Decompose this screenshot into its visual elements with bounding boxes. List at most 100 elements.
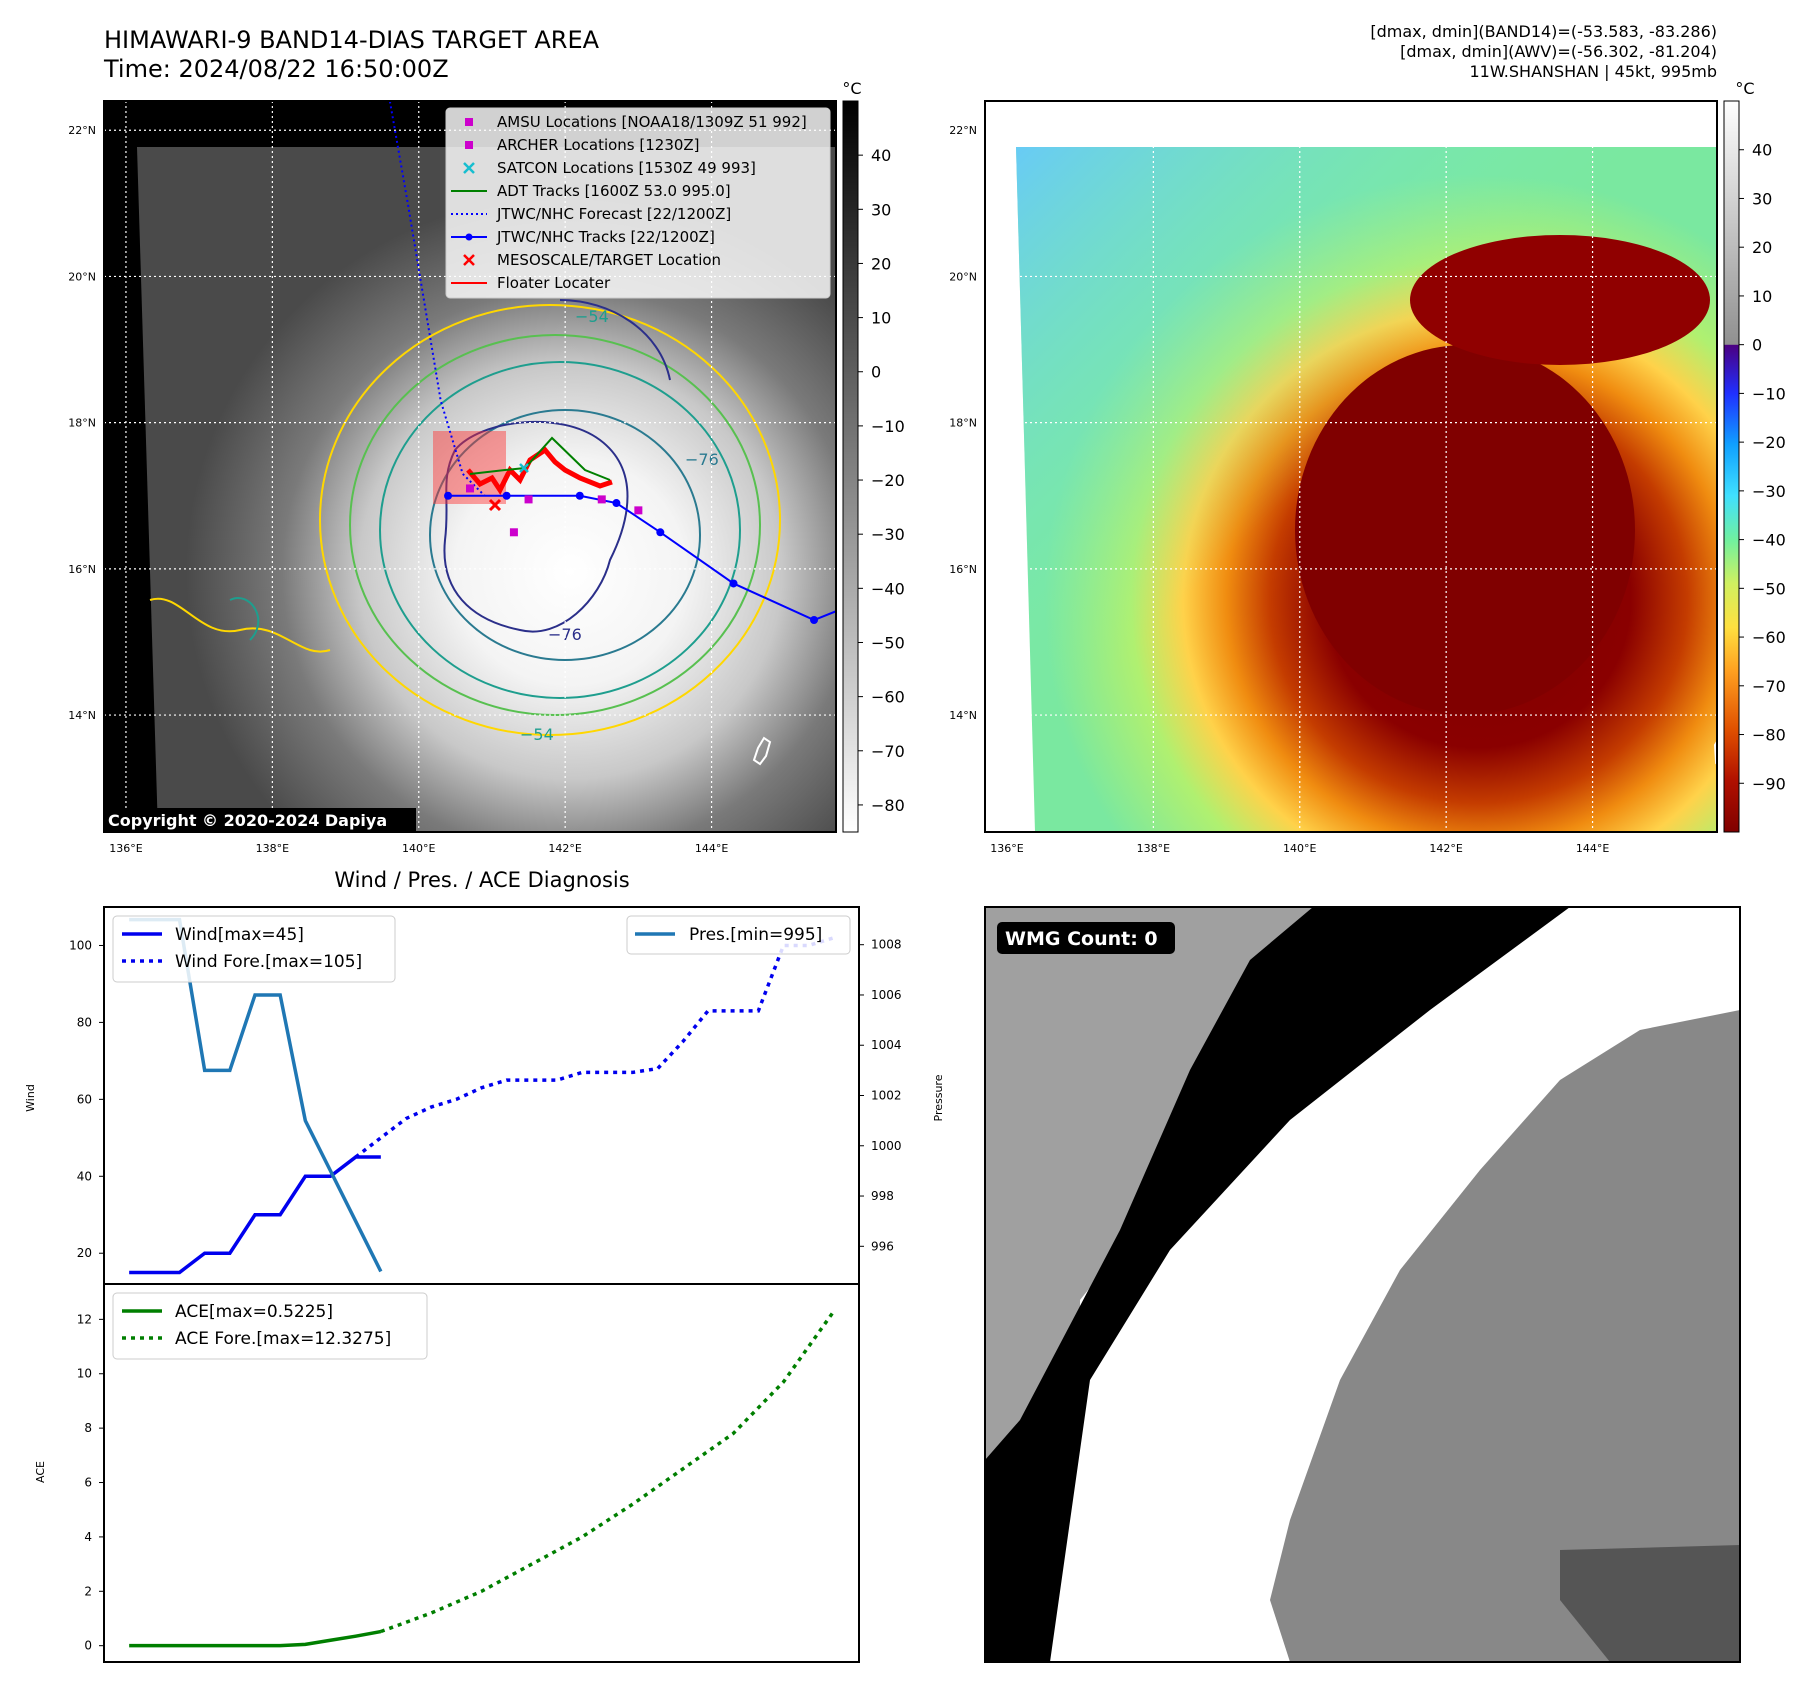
jtwc-forecast-track <box>388 101 486 497</box>
title-line-2: Time: 2024/08/22 16:50:00Z <box>104 55 449 83</box>
right-map-lon-labels: 136°E 138°E 140°E 142°E 144°E <box>990 842 1609 855</box>
legend-marker-square <box>465 118 473 126</box>
lon-tick-label: 142°E <box>1429 842 1462 855</box>
amsu-location-marker <box>524 495 533 504</box>
jtwc-track-point <box>502 491 511 500</box>
amsu-location-marker <box>509 528 518 537</box>
right-map-panel: 136°E 138°E 140°E 142°E 144°E 22°N 20°N 18°N 16… <box>949 100 1718 855</box>
wind-pressure-panel: Wind Pressure 20 40 60 80 100 996 998 1000 1002… <box>24 906 945 1285</box>
cold-cloud-core <box>1295 345 1635 715</box>
legend-entry-label: ARCHER Locations [1230Z] <box>497 136 700 154</box>
left-colorbar-ticks: 40 30 20 10 0 −10 −20 −30 −40 −50 −60 −70 −80 <box>858 146 905 815</box>
colorbar-tick-label: 10 <box>1752 287 1772 306</box>
colorbar-tick-label: −80 <box>1752 726 1786 745</box>
lon-tick-label: 140°E <box>402 842 435 855</box>
right-colorbar-scale <box>1723 100 1740 833</box>
y-tick-label: 0 <box>84 1639 92 1653</box>
y-tick-label: 40 <box>77 1169 92 1183</box>
floater-locater-track <box>466 446 613 495</box>
lon-tick-label: 136°E <box>109 842 142 855</box>
wind-legend: Wind[max=45] Wind Fore.[max=105] <box>112 915 396 983</box>
left-map-lon-labels: 136°E 138°E 140°E 142°E 144°E <box>109 842 728 855</box>
left-map-panel: −54 −76 −54 −76 Copyright © 2020-2024 Da… <box>68 100 837 855</box>
colorbar-tick-label: −80 <box>871 796 905 815</box>
colorbar-tick-label: −50 <box>1752 579 1786 598</box>
storm-info: [dmax, dmin](BAND14)=(-53.583, -83.286) … <box>1370 22 1717 82</box>
legend-marker-square <box>465 141 473 149</box>
right-map-lat-labels: 22°N 20°N 18°N 16°N 14°N <box>949 124 977 722</box>
colorbar-tick-label: −40 <box>1752 531 1786 550</box>
wmg-black-band <box>985 907 1570 1662</box>
lat-tick-label: 20°N <box>68 270 96 283</box>
contour-yellow-west <box>149 597 331 653</box>
contour-label-4: −76 <box>548 625 582 644</box>
legend-marker-x <box>463 254 475 266</box>
left-map-legend: AMSU Locations [NOAA18/1309Z 51 992] ARCH… <box>445 107 831 299</box>
right-colorbar-unit: °C <box>1735 79 1754 98</box>
lat-tick-label: 18°N <box>68 417 96 430</box>
wind-forecast-legend-label: Wind Fore.[max=105] <box>175 952 362 972</box>
cold-cloud-north <box>1410 235 1710 365</box>
figure-title: HIMAWARI-9 BAND14-DIAS TARGET AREA Time:… <box>104 26 599 84</box>
amsu-location-marker <box>634 506 643 515</box>
pressure-legend-box <box>626 915 851 955</box>
info-line-1: [dmax, dmin](BAND14)=(-53.583, -83.286) <box>1370 22 1717 41</box>
amsu-location-marker <box>466 484 474 493</box>
y-tick-label: 60 <box>77 1092 92 1106</box>
ace-y-ticks: 0 2 4 6 8 10 12 <box>77 1312 104 1653</box>
y-tick-label: 8 <box>84 1421 92 1435</box>
colorbar-tick-label: −30 <box>871 525 905 544</box>
colorbar-tick-label: −20 <box>1752 433 1786 452</box>
jtwc-track-point <box>729 579 738 588</box>
left-map-frame <box>103 100 837 833</box>
storm-tracks <box>388 101 836 625</box>
colorbar-tick-label: 20 <box>1752 238 1772 257</box>
right-map-gridlines <box>985 101 1717 832</box>
legend-entry-label: SATCON Locations [1530Z 49 993] <box>497 159 756 177</box>
title-line-1: HIMAWARI-9 BAND14-DIAS TARGET AREA <box>104 26 600 54</box>
lon-tick-label: 138°E <box>1137 842 1170 855</box>
wind-legend-box <box>112 915 396 983</box>
info-line-2: [dmax, dmin](AWV)=(-56.302, -81.204) <box>1400 42 1717 61</box>
y-tick-label-right: 996 <box>871 1239 894 1253</box>
contour-blue-teal <box>429 409 701 661</box>
colorbar-tick-label: −50 <box>871 633 905 652</box>
colorbar-tick-label: 0 <box>1752 336 1762 355</box>
wmg-panel: WMG Count: 0 <box>984 906 1741 1663</box>
colorbar-tick-label: −70 <box>871 742 905 761</box>
wmg-badge-background <box>997 922 1175 954</box>
lon-tick-label: 142°E <box>548 842 581 855</box>
colorbar-tick-label: −70 <box>1752 677 1786 696</box>
y-tick-label-right: 1004 <box>871 1038 902 1052</box>
lon-tick-label: 136°E <box>990 842 1023 855</box>
lat-tick-label: 16°N <box>68 563 96 576</box>
colorbar-tick-label: 30 <box>1752 189 1772 208</box>
y-tick-label: 10 <box>77 1367 92 1381</box>
left-colorbar-scale <box>842 100 859 833</box>
legend-entry-label: ADT Tracks [1600Z 53.0 995.0] <box>497 182 731 200</box>
colorbar-tick-label: 10 <box>871 309 891 328</box>
contour-label-1: −54 <box>575 307 609 326</box>
colorbar-tick-label: 30 <box>871 200 891 219</box>
colorbar-tick-label: 40 <box>871 146 891 165</box>
colorbar-tick-label: −60 <box>871 688 905 707</box>
series-line <box>380 1310 836 1634</box>
ace-legend: ACE[max=0.5225] ACE Fore.[max=12.3275] <box>112 1292 428 1360</box>
jtwc-track-point <box>810 616 819 625</box>
wind-y-ticks: 20 40 60 80 100 <box>69 938 104 1260</box>
contour-indigo-north <box>559 299 671 381</box>
ace-forecast-legend-label: ACE Fore.[max=12.3275] <box>175 1329 391 1349</box>
lat-tick-label: 20°N <box>949 270 977 283</box>
series-line <box>129 1155 381 1275</box>
diagnosis-title: Wind / Pres. / ACE Diagnosis <box>334 868 629 892</box>
y-tick-label: 100 <box>69 938 92 952</box>
ace-series <box>129 1310 836 1648</box>
contour-teal-west <box>229 597 260 641</box>
contour-indigo <box>443 420 629 633</box>
legend-entries: AMSU Locations [NOAA18/1309Z 51 992] ARCH… <box>451 113 807 292</box>
jtwc-track-point <box>656 528 665 537</box>
colorbar-tick-label: 0 <box>871 363 881 382</box>
wmg-badge: WMG Count: 0 <box>1005 928 1158 950</box>
colorbar-tick-label: −10 <box>1752 384 1786 403</box>
lat-tick-label: 16°N <box>949 563 977 576</box>
